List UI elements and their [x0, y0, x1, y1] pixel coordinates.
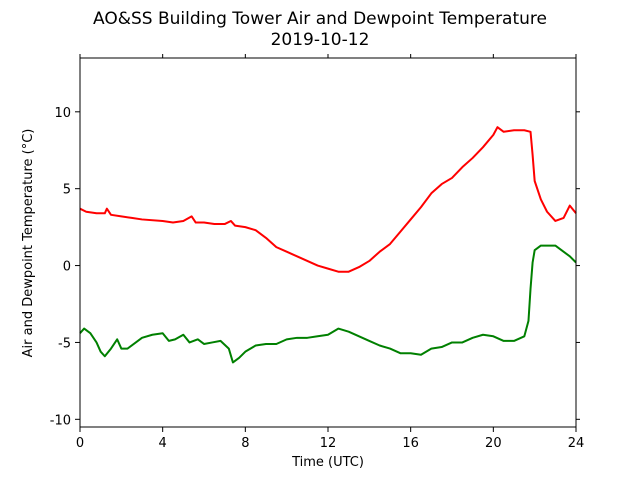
y-tick-label: -10	[50, 413, 71, 428]
x-axis-label: Time (UTC)	[291, 455, 364, 470]
x-tick-label: 20	[485, 436, 502, 451]
x-tick-label: 0	[76, 436, 84, 451]
series-line-1	[79, 126, 577, 273]
x-tick-label: 16	[402, 436, 419, 451]
chart-title: AO&SS Building Tower Air and Dewpoint Te…	[93, 9, 547, 29]
y-tick-label: 10	[54, 106, 71, 121]
chart-subtitle: 2019-10-12	[271, 30, 370, 50]
axis-ticks-group: 0 4 8 12 16 20 24 -10 -5 0 5 10	[50, 54, 585, 451]
x-tick-label: 12	[320, 436, 337, 451]
y-tick-label: 0	[63, 260, 71, 275]
x-tick-label: 4	[159, 436, 167, 451]
x-tick-label: 24	[568, 436, 585, 451]
y-tick-label: 5	[63, 183, 71, 198]
plot-frame	[79, 57, 577, 428]
plot-series-group	[79, 126, 577, 364]
x-tick-label: 8	[241, 436, 249, 451]
y-tick-label: -5	[58, 336, 71, 351]
series-line-2	[79, 244, 577, 364]
y-axis-label: Air and Dewpoint Temperature (°C)	[21, 129, 36, 358]
